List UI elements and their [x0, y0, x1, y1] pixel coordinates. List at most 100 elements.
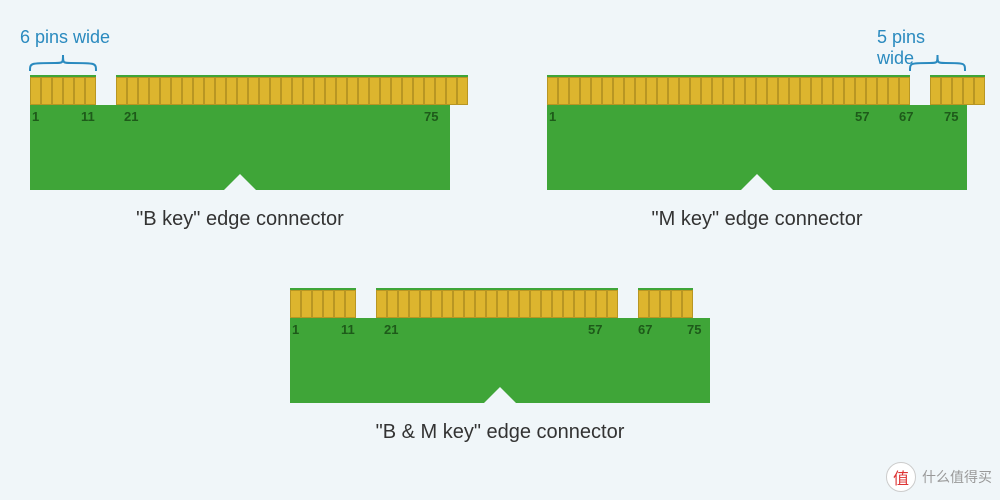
pin — [624, 77, 635, 105]
pin — [281, 77, 292, 105]
pin — [270, 77, 281, 105]
pin — [607, 290, 618, 318]
pin — [290, 290, 301, 318]
pin — [171, 77, 182, 105]
pin — [420, 290, 431, 318]
pin — [963, 77, 974, 105]
curly-brace-icon — [905, 49, 970, 73]
pin — [844, 77, 855, 105]
pin — [723, 77, 734, 105]
pin — [312, 290, 323, 318]
pin — [116, 77, 127, 105]
pin — [248, 77, 259, 105]
pin — [314, 77, 325, 105]
pin — [855, 77, 866, 105]
pin — [435, 77, 446, 105]
pin-number-label: 57 — [855, 109, 869, 124]
pin — [690, 77, 701, 105]
pin — [668, 77, 679, 105]
pin — [646, 77, 657, 105]
pin — [649, 290, 660, 318]
pin — [930, 77, 941, 105]
pin-number-label: 75 — [687, 322, 701, 337]
pin — [358, 77, 369, 105]
watermark: 值 什么值得买 — [886, 462, 992, 492]
pin — [712, 77, 723, 105]
pin — [475, 290, 486, 318]
pin — [237, 77, 248, 105]
pin — [226, 77, 237, 105]
pin — [767, 77, 778, 105]
pin — [204, 77, 215, 105]
pin-number-label: 1 — [292, 322, 299, 337]
pin — [138, 77, 149, 105]
pin — [585, 290, 596, 318]
pin — [530, 290, 541, 318]
pin — [259, 77, 270, 105]
pin-number-label: 21 — [384, 322, 398, 337]
pin-number-label: 1 — [549, 109, 556, 124]
watermark-text: 什么值得买 — [922, 467, 992, 487]
pin — [941, 77, 952, 105]
pin — [635, 77, 646, 105]
pin — [464, 290, 475, 318]
pin-number-label: 75 — [944, 109, 958, 124]
connector-caption: "B & M key" edge connector — [290, 421, 710, 444]
pin — [85, 77, 96, 105]
connector-m-key: 1576775"M key" edge connector5 pins wide — [547, 75, 967, 250]
pin — [899, 77, 910, 105]
pin — [613, 77, 624, 105]
pin — [888, 77, 899, 105]
pin — [486, 290, 497, 318]
pin — [671, 290, 682, 318]
pin — [679, 77, 690, 105]
pin — [519, 290, 530, 318]
pin — [778, 77, 789, 105]
pin — [323, 290, 334, 318]
pin — [866, 77, 877, 105]
pin — [402, 77, 413, 105]
pin — [336, 77, 347, 105]
pin — [160, 77, 171, 105]
pin — [877, 77, 888, 105]
alignment-notch-icon — [484, 387, 516, 403]
pin — [952, 77, 963, 105]
pin — [376, 290, 387, 318]
pin — [734, 77, 745, 105]
pin — [347, 77, 358, 105]
connector-caption: "B key" edge connector — [30, 208, 450, 231]
pin — [387, 290, 398, 318]
pin-number-label: 21 — [124, 109, 138, 124]
pin — [574, 290, 585, 318]
pin — [756, 77, 767, 105]
pin — [52, 77, 63, 105]
pin-number-label: 75 — [424, 109, 438, 124]
pin — [413, 77, 424, 105]
pin — [30, 77, 41, 105]
connector-caption: "M key" edge connector — [547, 208, 967, 231]
pin — [345, 290, 356, 318]
pin — [508, 290, 519, 318]
pin — [547, 77, 558, 105]
pin-number-label: 67 — [638, 322, 652, 337]
pin — [453, 290, 464, 318]
pin — [301, 290, 312, 318]
pin-number-label: 11 — [341, 322, 355, 337]
pin — [303, 77, 314, 105]
pin — [822, 77, 833, 105]
pin — [558, 77, 569, 105]
pin — [457, 77, 468, 105]
pin — [391, 77, 402, 105]
pin — [41, 77, 52, 105]
pin — [215, 77, 226, 105]
pin — [182, 77, 193, 105]
pin — [369, 77, 380, 105]
pin — [580, 77, 591, 105]
pin — [497, 290, 508, 318]
pin — [334, 290, 345, 318]
pin — [193, 77, 204, 105]
pin — [974, 77, 985, 105]
pin — [602, 77, 613, 105]
pin — [596, 290, 607, 318]
curly-brace-icon — [25, 49, 101, 73]
